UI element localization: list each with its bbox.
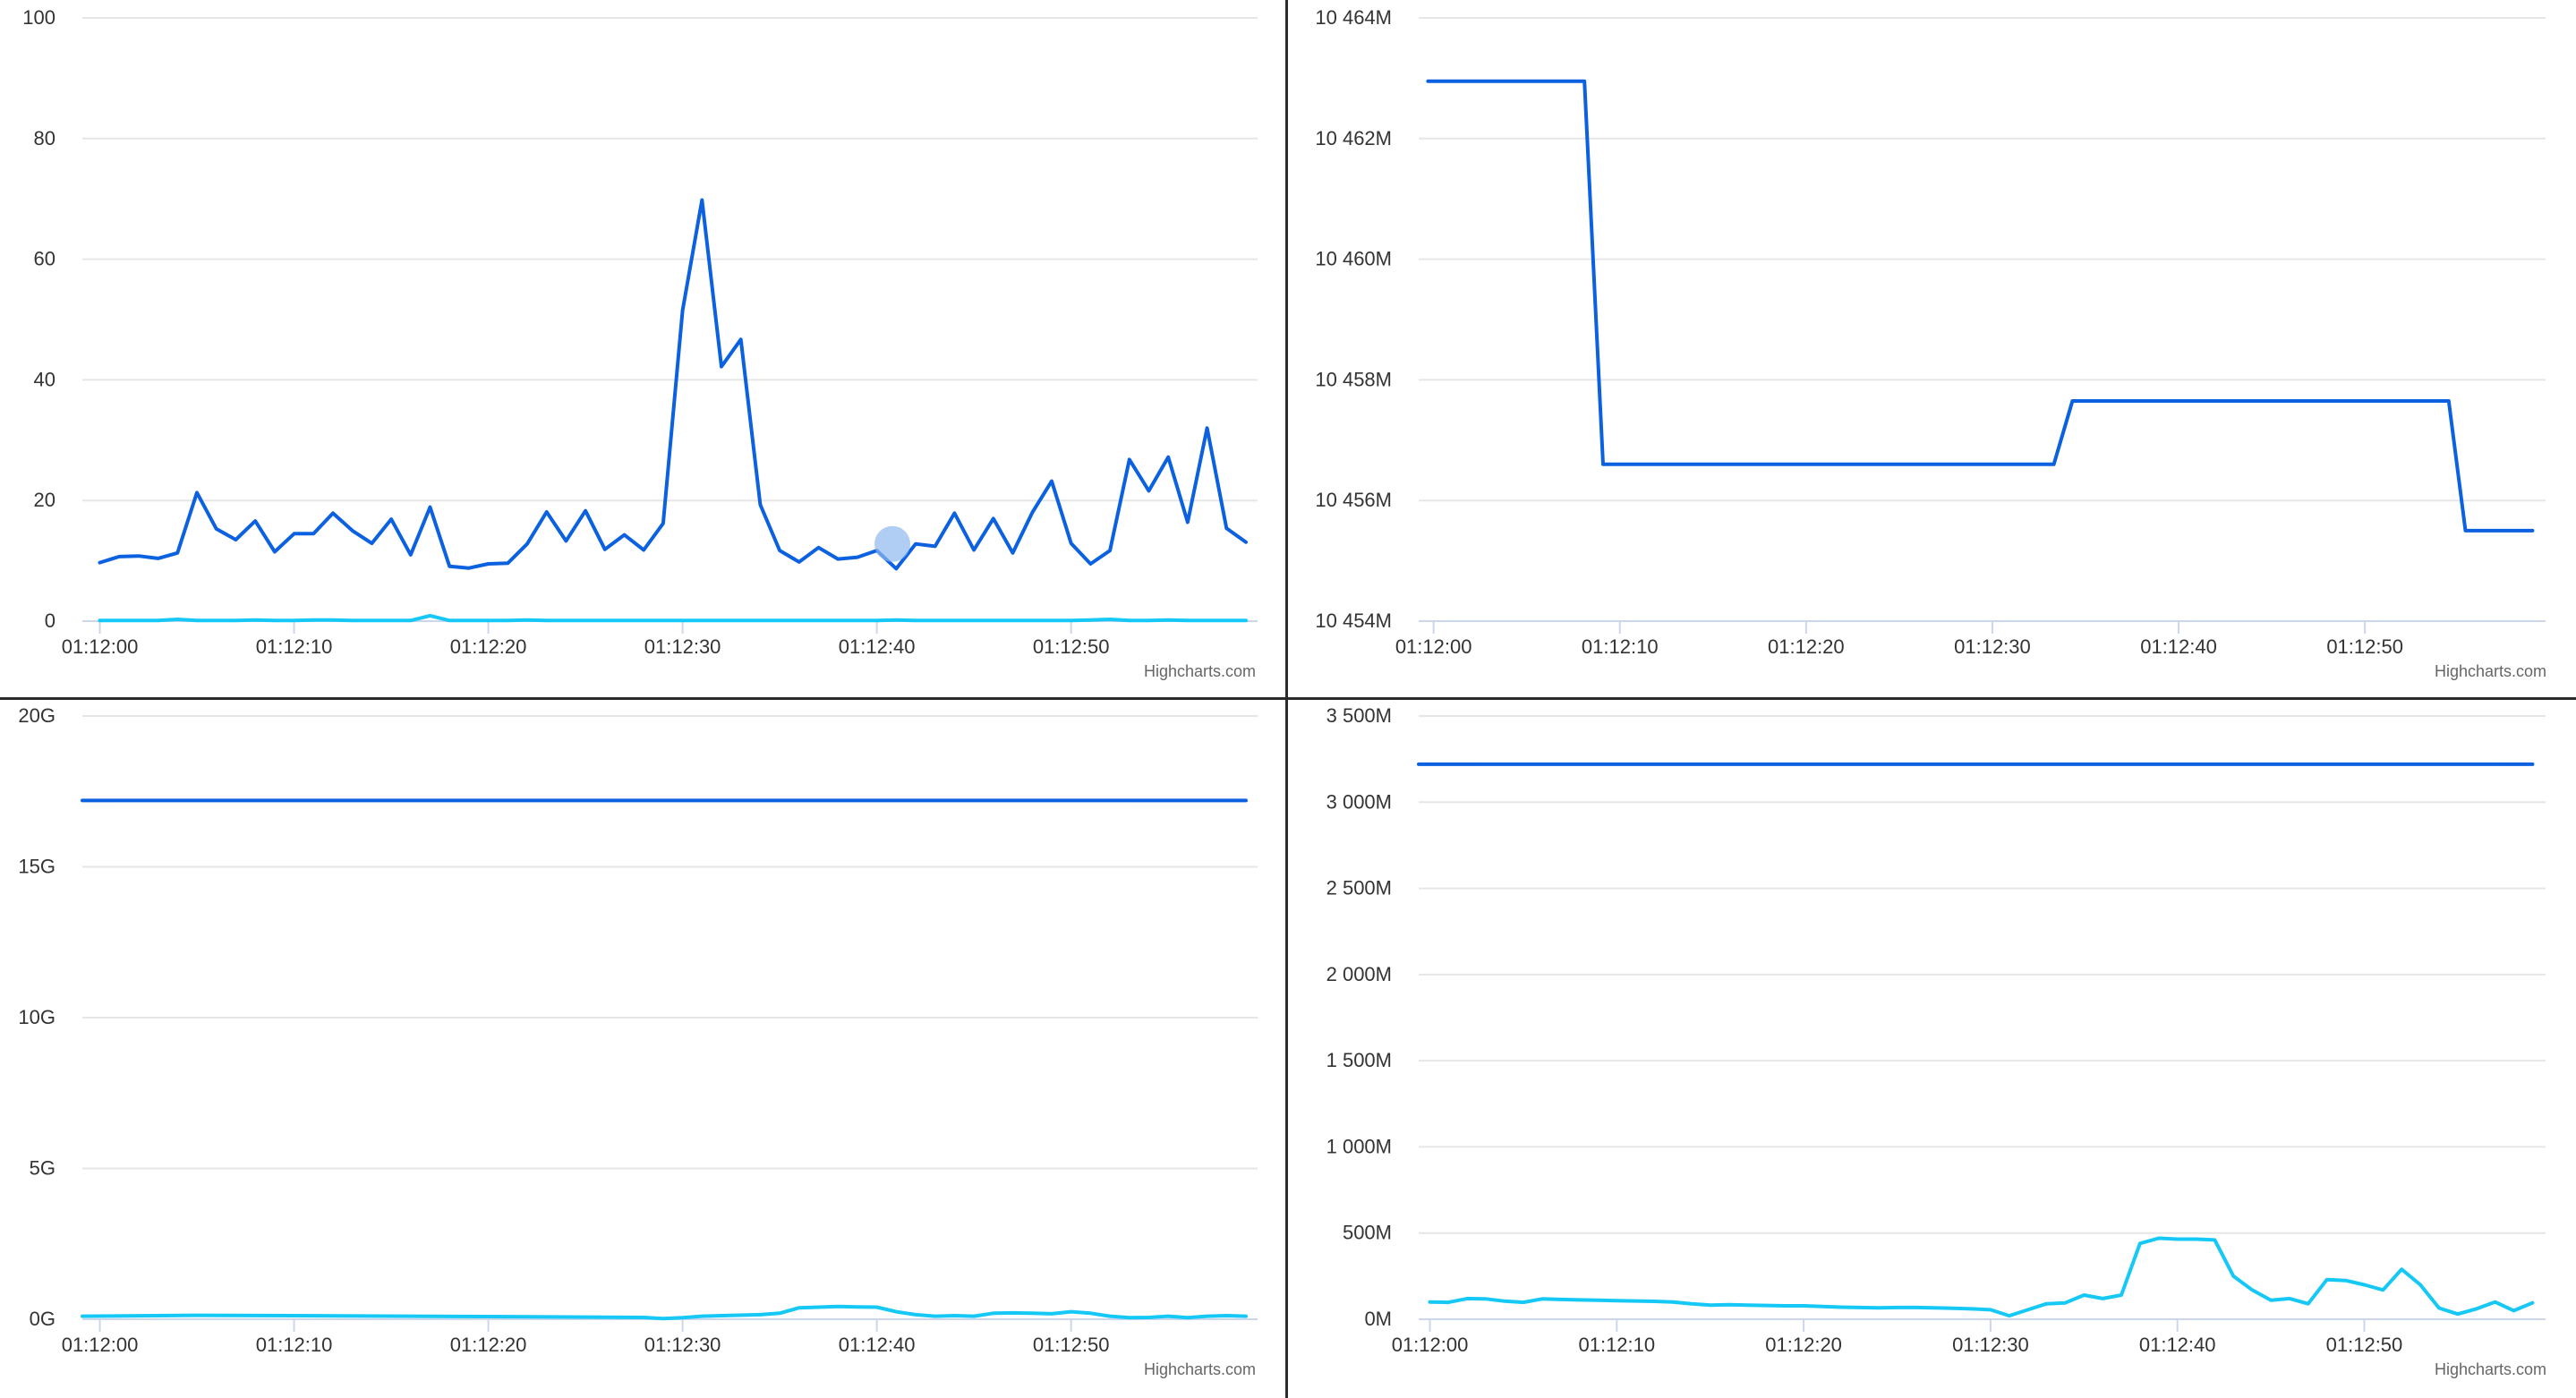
y-tick-label: 10 464M	[1315, 6, 1392, 29]
y-tick-label: 80	[34, 127, 55, 149]
x-tick-label: 01:12:10	[256, 1334, 333, 1356]
y-tick-label: 60	[34, 248, 55, 270]
y-tick-label: 40	[34, 368, 55, 390]
x-tick-label: 01:12:30	[644, 1334, 721, 1356]
y-tick-label: 20	[34, 489, 55, 511]
y-tick-label: 1 000M	[1326, 1135, 1392, 1157]
series-line-1	[98, 198, 1248, 571]
y-tick-label: 500M	[1343, 1222, 1392, 1244]
y-tick-label: 0G	[30, 1308, 55, 1330]
horizontal-divider	[0, 697, 2576, 700]
series-line-1	[1426, 79, 2535, 533]
y-tick-label: 10 462M	[1315, 127, 1392, 149]
y-tick-label: 10 454M	[1315, 609, 1392, 632]
chart-cpu-usage: 0 20 40 60 80 100 01:12:00 01:12:10 01:12:20 01:1…	[22, 6, 1258, 680]
highcharts-credit[interactable]: Highcharts.com	[2435, 1360, 2546, 1378]
hover-marker[interactable]	[874, 525, 910, 562]
x-tick-label: 01:12:40	[839, 1334, 916, 1356]
series-line-2	[98, 613, 1248, 623]
y-tick-label: 0	[45, 609, 55, 632]
x-tick-label: 01:12:40	[2139, 1334, 2216, 1356]
x-tick-label: 01:12:10	[1578, 1334, 1655, 1356]
chart-memory-total: 10 454M 10 456M 10 458M 10 460M 10 462M 10 46…	[1315, 6, 2546, 680]
y-tick-label: 3 500M	[1326, 704, 1392, 727]
x-tick-label: 01:12:30	[644, 635, 721, 658]
y-tick-label: 15G	[18, 856, 55, 878]
series-line-2	[81, 1304, 1248, 1321]
x-tick-label: 01:12:50	[2326, 635, 2403, 658]
y-tick-label: 2 500M	[1326, 877, 1392, 899]
highcharts-credit[interactable]: Highcharts.com	[1144, 662, 1256, 680]
chart-memory-usage: 0M 500M 1 000M 1 500M 2 000M 2 500M 3 000M 3 50…	[1326, 704, 2546, 1378]
chart-panel-bottom-left: 0G 5G 10G 15G 20G 01:12:00 01:12:10 01:12:20 01:…	[0, 700, 1285, 1398]
y-tick-label: 20G	[18, 704, 55, 727]
y-tick-label: 100	[22, 6, 55, 29]
chart-disk-usage: 0G 5G 10G 15G 20G 01:12:00 01:12:10 01:12:20 01:…	[18, 704, 1258, 1378]
y-tick-label: 5G	[30, 1157, 55, 1180]
x-tick-label: 01:12:50	[1033, 1334, 1110, 1356]
y-tick-label: 10 460M	[1315, 248, 1392, 270]
chart-panel-top-right: 10 454M 10 456M 10 458M 10 460M 10 462M 10 46…	[1288, 0, 2576, 698]
x-tick-label: 01:12:20	[1768, 635, 1845, 658]
y-tick-label: 2 000M	[1326, 963, 1392, 985]
x-tick-label: 01:12:20	[1765, 1334, 1842, 1356]
chart-panel-bottom-right: 0M 500M 1 000M 1 500M 2 000M 2 500M 3 000M 3 50…	[1288, 700, 2576, 1398]
y-tick-label: 10 456M	[1315, 489, 1392, 511]
x-tick-label: 01:12:20	[450, 1334, 527, 1356]
y-tick-label: 10G	[18, 1006, 55, 1028]
y-tick-label: 10 458M	[1315, 368, 1392, 390]
y-tick-label: 0M	[1364, 1308, 1392, 1330]
x-tick-label: 01:12:20	[450, 635, 527, 658]
x-tick-label: 01:12:00	[1392, 1334, 1469, 1356]
x-tick-label: 01:12:30	[1954, 635, 2031, 658]
x-tick-label: 01:12:40	[839, 635, 916, 658]
highcharts-credit[interactable]: Highcharts.com	[1144, 1360, 1256, 1378]
series-line-2	[1428, 1236, 2535, 1318]
x-tick-label: 01:12:10	[1582, 635, 1659, 658]
y-tick-label: 1 500M	[1326, 1049, 1392, 1071]
x-tick-label: 01:12:50	[2326, 1334, 2403, 1356]
highcharts-credit[interactable]: Highcharts.com	[2435, 662, 2546, 680]
x-tick-label: 01:12:50	[1033, 635, 1110, 658]
x-tick-label: 01:12:00	[62, 1334, 139, 1356]
x-tick-label: 01:12:30	[1952, 1334, 2029, 1356]
x-tick-label: 01:12:00	[1395, 635, 1472, 658]
x-tick-label: 01:12:40	[2140, 635, 2217, 658]
chart-panel-top-left: 0 20 40 60 80 100 01:12:00 01:12:10 01:12:20 01:1…	[0, 0, 1285, 698]
y-tick-label: 3 000M	[1326, 790, 1392, 813]
x-tick-label: 01:12:10	[256, 635, 333, 658]
x-tick-label: 01:12:00	[62, 635, 139, 658]
